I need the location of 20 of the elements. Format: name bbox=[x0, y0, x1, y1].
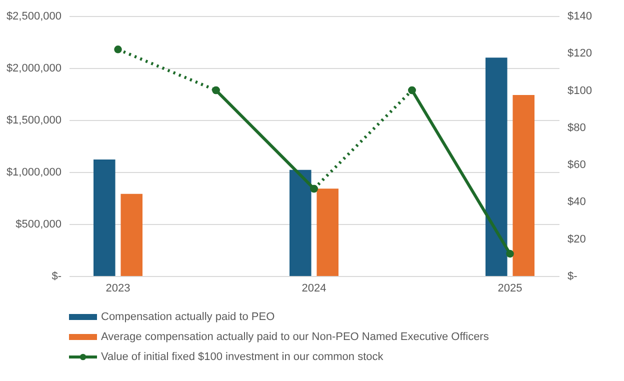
x-tick-label: 2023 bbox=[106, 282, 130, 294]
y-tick-label: $- bbox=[52, 270, 62, 282]
legend-label: Compensation actually paid to PEO bbox=[101, 311, 276, 323]
x-tick-label: 2024 bbox=[302, 282, 326, 294]
y-tick-label: $2,000,000 bbox=[6, 62, 62, 74]
y-tick-label: $1,500,000 bbox=[6, 114, 62, 126]
y2-tick-label: $40 bbox=[568, 196, 586, 208]
y2-tick-label: $140 bbox=[568, 10, 592, 22]
y2-tick-label: $120 bbox=[568, 48, 592, 60]
y-tick-label: $1,000,000 bbox=[6, 166, 62, 178]
y2-tick-label: $80 bbox=[568, 122, 586, 134]
legend-label: Value of initial fixed $100 investment in our common stock bbox=[101, 351, 384, 363]
y-tick-label: $500,000 bbox=[16, 218, 62, 230]
y2-tick-label: $- bbox=[568, 270, 578, 282]
y-tick-label: $2,500,000 bbox=[6, 10, 62, 22]
y2-tick-label: $20 bbox=[568, 233, 586, 246]
y2-tick-label: $100 bbox=[568, 84, 592, 97]
legend-label: Average compensation actually paid to our Non-PEO Named Executive Officers bbox=[101, 331, 490, 343]
y2-tick-label: $60 bbox=[568, 159, 586, 172]
x-tick-label: 2025 bbox=[498, 282, 522, 294]
